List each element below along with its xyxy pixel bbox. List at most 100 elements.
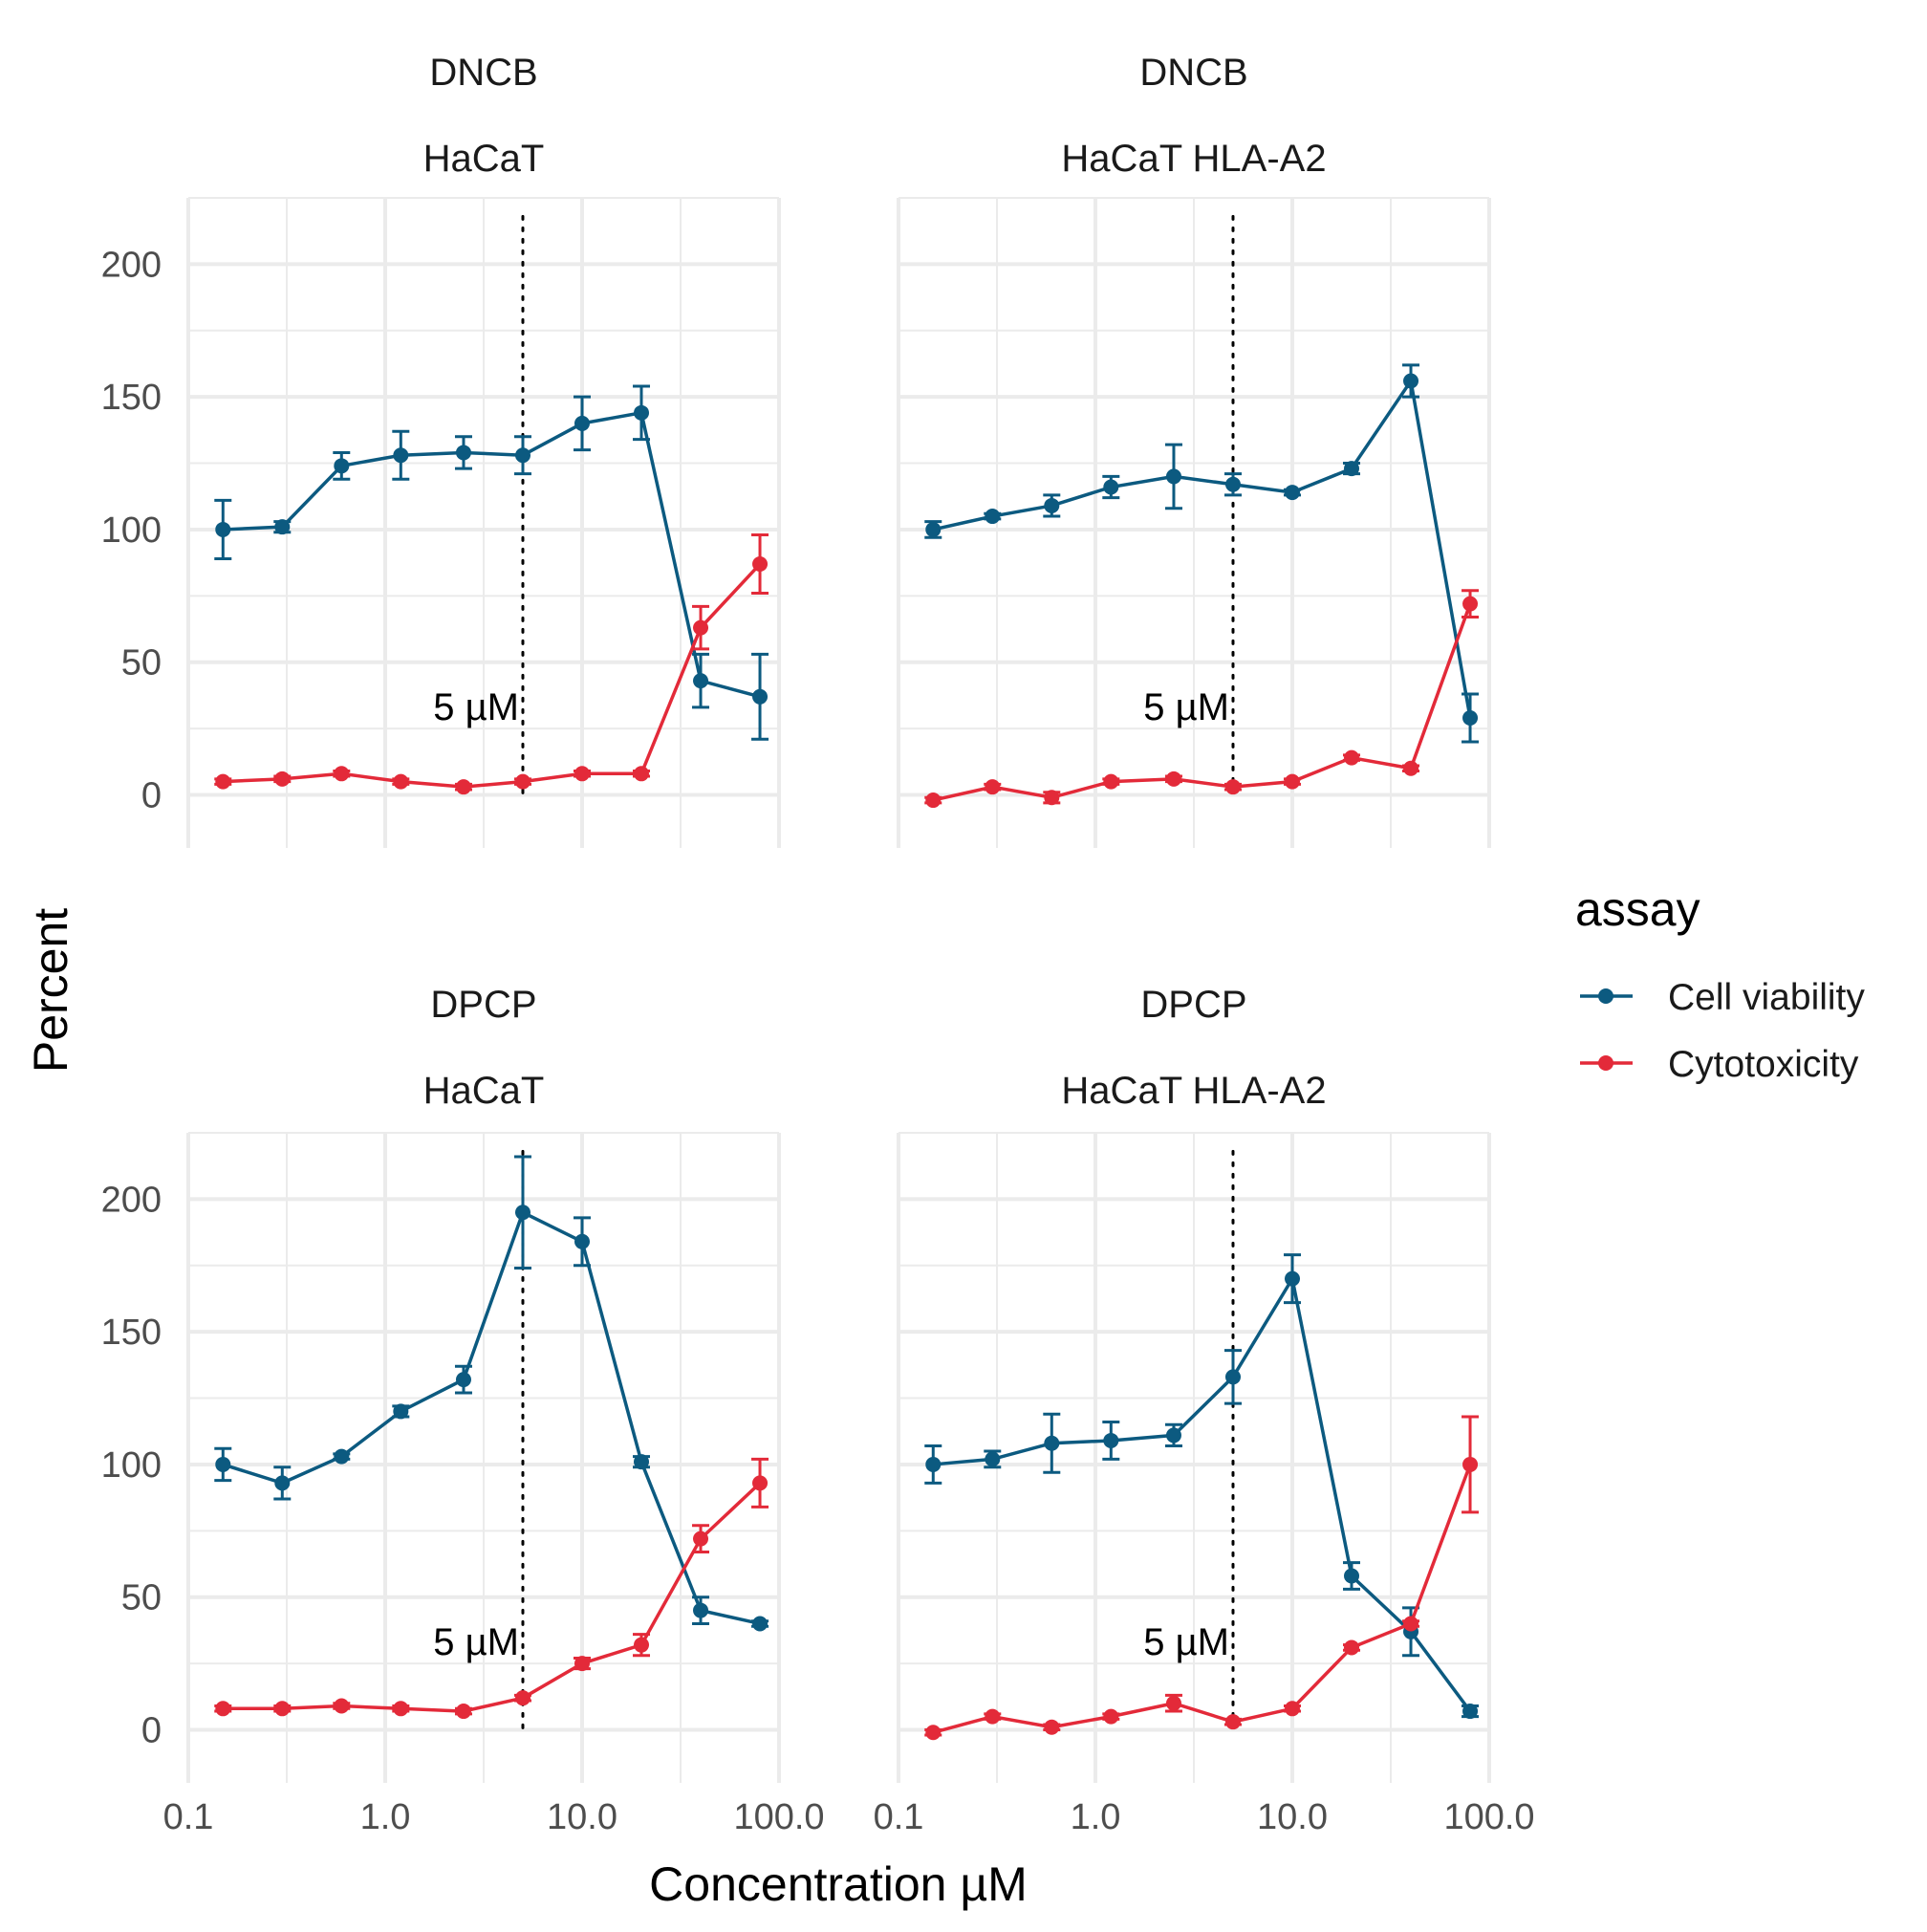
panel-strip-bottom: HaCaT HLA-A2 bbox=[1061, 1070, 1326, 1112]
data-point bbox=[274, 1701, 291, 1717]
data-point bbox=[215, 1456, 231, 1472]
data-point bbox=[1165, 1695, 1181, 1711]
data-point bbox=[334, 1698, 350, 1714]
y-tick-label: 50 bbox=[121, 1578, 162, 1618]
data-point bbox=[752, 1616, 769, 1632]
data-point bbox=[1344, 461, 1360, 477]
data-point bbox=[634, 1637, 650, 1653]
x-tick-label: 0.1 bbox=[874, 1797, 924, 1837]
reference-line-label: 5 µM bbox=[433, 686, 519, 728]
data-point bbox=[1044, 1719, 1060, 1735]
data-point bbox=[1285, 485, 1300, 501]
data-point bbox=[1103, 773, 1119, 790]
legend-key-point bbox=[1598, 988, 1613, 1004]
data-point bbox=[752, 556, 769, 573]
data-point bbox=[752, 1475, 769, 1491]
data-point bbox=[925, 1725, 942, 1741]
reference-line-label: 5 µM bbox=[1143, 686, 1229, 728]
data-point bbox=[1344, 1639, 1360, 1656]
x-tick-label: 100.0 bbox=[733, 1797, 824, 1837]
x-tick-label: 100.0 bbox=[1443, 1797, 1534, 1837]
data-point bbox=[925, 521, 942, 537]
series-line bbox=[932, 1464, 1472, 1734]
data-point bbox=[1403, 373, 1419, 389]
panel-strip-top: DPCP bbox=[1140, 984, 1246, 1026]
y-tick-label: 100 bbox=[101, 510, 162, 551]
series-cell-viability bbox=[214, 1155, 769, 1632]
data-point bbox=[393, 447, 409, 464]
data-point bbox=[1224, 779, 1241, 795]
y-tick-label: 200 bbox=[101, 1180, 162, 1220]
data-point bbox=[693, 619, 709, 636]
series-line bbox=[223, 562, 762, 789]
data-point bbox=[634, 1454, 650, 1470]
data-point bbox=[1344, 749, 1360, 766]
legend-label: Cytotoxicity bbox=[1668, 1044, 1859, 1085]
data-point bbox=[1224, 1714, 1241, 1730]
data-point bbox=[1285, 773, 1300, 790]
panel-2 bbox=[897, 197, 1491, 848]
data-point bbox=[693, 673, 709, 689]
data-point bbox=[985, 1451, 1001, 1467]
data-point bbox=[274, 519, 291, 535]
data-point bbox=[1165, 771, 1181, 787]
panel-strip-top: DPCP bbox=[430, 984, 536, 1026]
legend-label: Cell viability bbox=[1668, 977, 1865, 1018]
data-point bbox=[925, 792, 942, 809]
data-point bbox=[1462, 596, 1479, 612]
y-tick-label: 0 bbox=[141, 1710, 162, 1750]
data-point bbox=[1403, 1616, 1419, 1632]
data-point bbox=[455, 1704, 471, 1720]
panel-strip-bottom: HaCaT bbox=[423, 1070, 545, 1112]
data-point bbox=[334, 1448, 350, 1465]
data-point bbox=[274, 771, 291, 787]
y-tick-label: 100 bbox=[101, 1445, 162, 1486]
data-point bbox=[1165, 1427, 1181, 1444]
y-axis-title: Percent bbox=[24, 908, 77, 1073]
data-point bbox=[455, 445, 471, 461]
x-tick-label: 10.0 bbox=[547, 1797, 617, 1837]
series-cytotoxicity bbox=[924, 589, 1480, 809]
data-point bbox=[1224, 1369, 1241, 1385]
data-point bbox=[1044, 497, 1060, 513]
data-point bbox=[514, 447, 530, 464]
x-tick-label: 1.0 bbox=[1071, 1797, 1121, 1837]
series-cell-viability bbox=[214, 384, 769, 741]
data-point bbox=[574, 766, 590, 782]
data-point bbox=[634, 766, 650, 782]
data-point bbox=[455, 1372, 471, 1388]
legend-key-point bbox=[1598, 1055, 1613, 1071]
x-axis-title: Concentration µM bbox=[649, 1857, 1028, 1911]
reference-line-label: 5 µM bbox=[433, 1621, 519, 1663]
y-tick-label: 200 bbox=[101, 245, 162, 285]
panel-4 bbox=[897, 1132, 1491, 1783]
data-point bbox=[985, 509, 1001, 525]
x-tick-label: 10.0 bbox=[1257, 1797, 1328, 1837]
data-point bbox=[334, 766, 350, 782]
y-tick-label: 150 bbox=[101, 1313, 162, 1353]
series-line bbox=[932, 376, 1472, 719]
data-point bbox=[514, 1205, 530, 1221]
data-point bbox=[752, 688, 769, 705]
data-point bbox=[574, 1233, 590, 1249]
data-point bbox=[1224, 476, 1241, 492]
y-tick-label: 150 bbox=[101, 378, 162, 418]
data-point bbox=[693, 1602, 709, 1618]
data-point bbox=[1103, 1708, 1119, 1725]
panel-strip-bottom: HaCaT bbox=[423, 138, 545, 180]
series-line bbox=[223, 410, 761, 699]
data-point bbox=[1285, 1701, 1300, 1717]
data-point bbox=[1462, 710, 1479, 726]
data-point bbox=[1103, 1432, 1119, 1448]
data-point bbox=[393, 1701, 409, 1717]
data-point bbox=[274, 1475, 291, 1491]
data-point bbox=[985, 779, 1001, 795]
data-point bbox=[393, 1403, 409, 1420]
data-point bbox=[514, 1690, 530, 1706]
reference-line-label: 5 µM bbox=[1143, 1621, 1229, 1663]
data-point bbox=[693, 1530, 709, 1547]
data-point bbox=[985, 1708, 1001, 1725]
x-tick-label: 1.0 bbox=[360, 1797, 411, 1837]
data-point bbox=[215, 521, 231, 537]
